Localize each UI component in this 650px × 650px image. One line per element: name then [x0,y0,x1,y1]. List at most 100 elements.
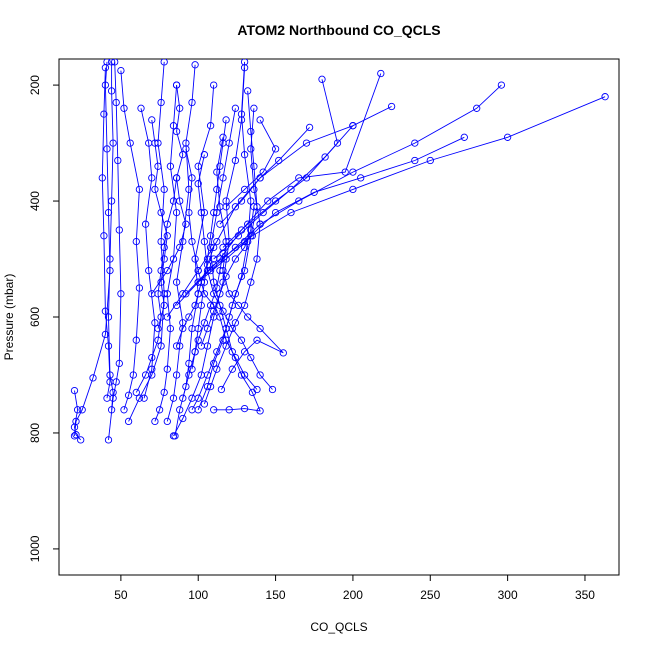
series-line [200,206,255,347]
data-point [268,385,277,394]
series-line [176,73,382,306]
data-point [240,243,249,252]
data-point [321,153,329,161]
data-point [203,324,212,333]
series-line [222,79,338,248]
data-point [104,436,113,444]
data-point [240,266,249,275]
data-point [101,81,110,89]
data-point [194,180,202,188]
series-line [108,61,114,410]
data-point [213,237,221,246]
data-point [191,301,199,310]
series-line [213,125,354,260]
data-point [302,139,311,147]
data-point [157,342,165,350]
data-point [213,185,221,194]
data-point [222,116,230,124]
data-point [169,432,178,440]
data-point [216,313,224,321]
series-line [74,61,111,436]
series-line [120,70,140,410]
data-point [166,324,175,333]
data-point [115,226,123,234]
data-point [154,336,162,344]
data-point [256,371,264,379]
data-point [247,278,255,286]
series-line [216,137,284,390]
series-group [70,59,609,444]
data-point [318,75,326,83]
data-point [169,197,178,205]
data-point [137,104,145,112]
data-point [231,319,240,327]
series-line [197,96,606,283]
data-point [219,174,227,182]
data-point [120,406,128,414]
data-point [213,168,221,176]
data-point [73,406,82,414]
data-point [225,290,233,298]
data-point [185,185,193,194]
data-point [210,406,218,414]
data-point [244,87,252,95]
data-point [148,365,156,373]
y-tick-label: 1000 [28,535,42,562]
x-axis-title: CO_QCLS [310,620,367,634]
data-point [135,284,144,292]
data-point [206,232,215,240]
data-point [279,349,287,357]
data-point [182,220,190,228]
y-axis-title: Pressure (mbar) [2,274,16,361]
series-line [166,64,196,422]
data-point [154,324,162,333]
data-point [114,156,122,165]
data-point [228,365,236,373]
data-point [231,156,240,165]
data-point [155,406,164,414]
data-point [157,313,165,321]
data-point [163,365,171,373]
data-point [172,81,181,89]
data-point [250,203,258,211]
data-point [503,133,512,141]
data-point [182,139,190,147]
data-point [194,324,202,333]
data-point [194,394,202,402]
data-point [231,104,240,112]
data-point [219,243,227,252]
data-point [160,255,168,263]
data-point [124,417,133,426]
data-point [349,168,357,176]
data-point [163,290,171,298]
data-point [271,197,280,205]
data-point [191,348,199,356]
data-point [231,243,240,252]
data-point [172,208,181,217]
data-point [185,313,193,321]
data-point [216,290,224,298]
data-point [287,185,295,194]
data-point [154,290,162,298]
data-point [237,110,246,118]
data-point [357,174,365,182]
data-point [160,301,168,310]
data-point [200,237,209,246]
data-point [172,342,181,350]
data-point [135,185,144,194]
data-point [182,382,190,391]
data-point [185,371,193,379]
data-point [206,266,215,275]
data-point [256,220,264,228]
data-point [194,266,202,275]
data-point [182,290,190,298]
data-point [240,404,249,413]
data-point [271,145,280,153]
data-point [194,406,202,414]
series-line [210,84,502,271]
data-point [194,162,202,170]
data-point [117,66,125,75]
data-point [231,353,240,362]
